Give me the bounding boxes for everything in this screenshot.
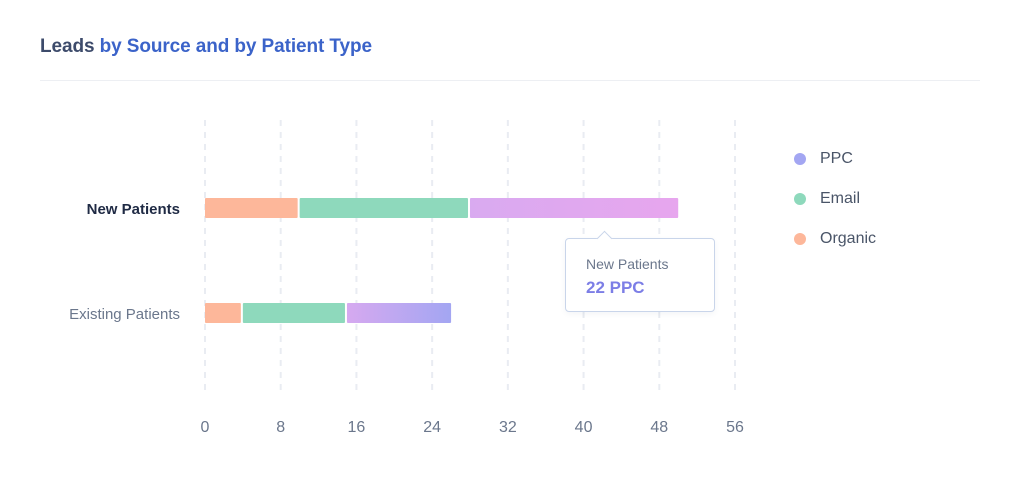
- bar-ppc-existing-patients[interactable]: [346, 303, 452, 323]
- bar-ppc-new-patients[interactable]: [470, 198, 679, 218]
- x-tick-label-56: 56: [726, 419, 744, 436]
- legend-label-email: Email: [820, 190, 861, 207]
- bar-email-existing-patients[interactable]: [242, 303, 345, 323]
- legend-dot-ppc: [794, 153, 806, 165]
- legend-item-ppc[interactable]: PPC: [794, 148, 876, 188]
- legend-item-organic[interactable]: Organic: [794, 228, 876, 268]
- x-tick-label-32: 32: [499, 419, 517, 436]
- tooltip-value: 22 PPC: [586, 278, 645, 297]
- bar-tooltip: New Patients 22 PPC: [565, 230, 715, 312]
- legend-label-organic: Organic: [820, 230, 877, 247]
- legend-label-ppc: PPC: [820, 150, 853, 167]
- category-label-1: Existing Patients: [69, 306, 180, 323]
- x-tick-label-24: 24: [423, 419, 441, 436]
- legend-dot-organic: [794, 233, 806, 245]
- legend-item-email[interactable]: Email: [794, 188, 876, 228]
- bar-organic-new-patients[interactable]: [205, 198, 298, 218]
- x-tick-label-16: 16: [348, 419, 366, 436]
- chart-legend: PPC Email Organic: [794, 148, 876, 268]
- x-tick-label-40: 40: [575, 419, 593, 436]
- bar-email-new-patients[interactable]: [299, 198, 468, 218]
- x-tick-label-0: 0: [201, 419, 210, 436]
- title-divider: [40, 80, 980, 81]
- legend-dot-email: [794, 193, 806, 205]
- category-label-0: New Patients: [87, 201, 180, 218]
- chart-title: Leads by Source and by Patient Type: [40, 36, 372, 58]
- bar-organic-existing-patients[interactable]: [205, 303, 241, 323]
- chart-title-part1: Leads: [40, 36, 95, 57]
- chart-title-part2: by Source and by Patient Type: [99, 36, 372, 57]
- x-tick-label-8: 8: [276, 419, 285, 436]
- x-tick-label-48: 48: [650, 419, 668, 436]
- tooltip-label: New Patients: [586, 256, 669, 272]
